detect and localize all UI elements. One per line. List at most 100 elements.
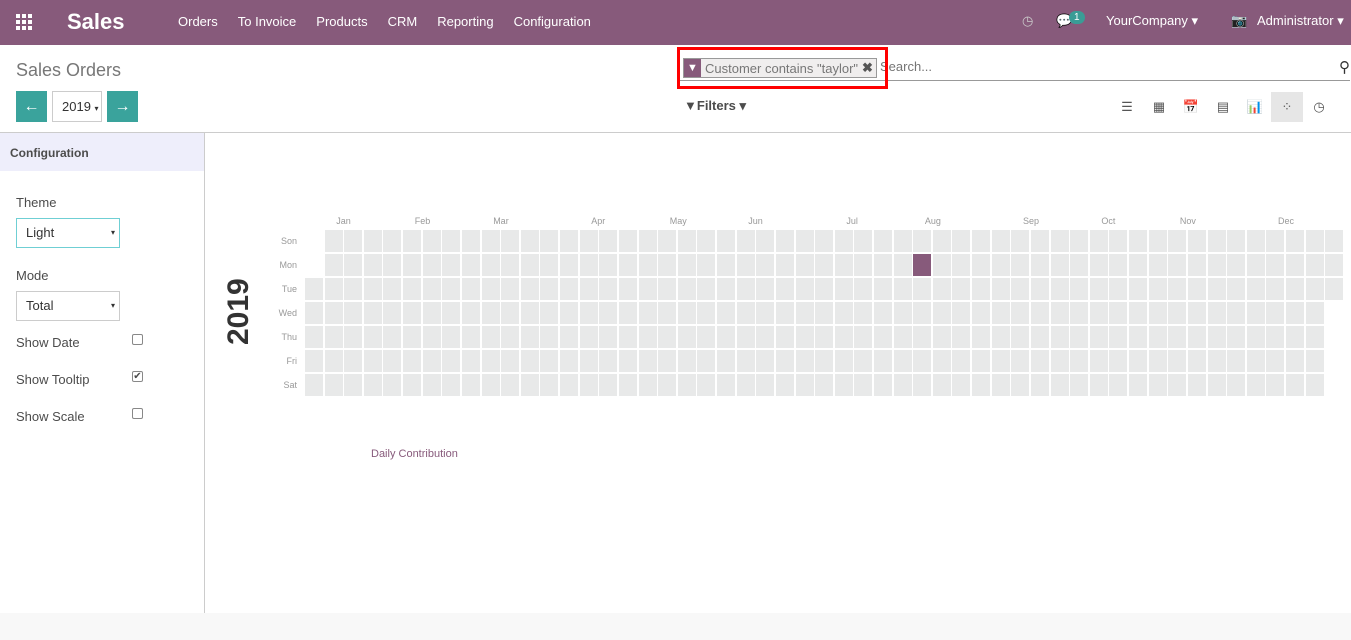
heatmap-cell[interactable] (1050, 254, 1069, 276)
heatmap-cell[interactable] (1011, 302, 1030, 324)
heatmap-cell[interactable] (540, 350, 559, 372)
heatmap-cell[interactable] (1168, 254, 1187, 276)
heatmap-cell[interactable] (560, 278, 579, 300)
heatmap-cell[interactable] (795, 302, 814, 324)
heatmap-cell[interactable] (1227, 302, 1246, 324)
heatmap-cell[interactable] (481, 302, 500, 324)
heatmap-cell[interactable] (1129, 326, 1148, 348)
heatmap-cell[interactable] (1168, 278, 1187, 300)
heatmap-cell[interactable] (363, 374, 382, 396)
heatmap-cell[interactable] (756, 254, 775, 276)
show-date-checkbox[interactable] (132, 334, 143, 345)
heatmap-cell[interactable] (815, 350, 834, 372)
heatmap-cell[interactable] (1207, 278, 1226, 300)
heatmap-cell[interactable] (422, 230, 441, 252)
heatmap-cell[interactable] (324, 302, 343, 324)
heatmap-cell[interactable] (618, 326, 637, 348)
heatmap-cell[interactable] (952, 278, 971, 300)
list-icon[interactable]: ☰ (1121, 99, 1133, 114)
heatmap-cell[interactable] (403, 374, 422, 396)
heatmap-cell[interactable] (1266, 326, 1285, 348)
heatmap-cell[interactable] (442, 254, 461, 276)
heatmap-cell[interactable] (442, 374, 461, 396)
heatmap-cell[interactable] (736, 254, 755, 276)
heatmap-cell[interactable] (305, 302, 323, 324)
heatmap-cell[interactable] (1227, 350, 1246, 372)
heatmap-cell[interactable] (756, 278, 775, 300)
heatmap-cell[interactable] (932, 326, 951, 348)
heatmap-cell[interactable] (834, 254, 853, 276)
heatmap-cell[interactable] (501, 278, 520, 300)
heatmap-cell[interactable] (893, 230, 912, 252)
heatmap-cell[interactable] (481, 230, 500, 252)
theme-select[interactable]: Light (16, 218, 120, 248)
heatmap-cell[interactable] (501, 230, 520, 252)
heatmap-cell[interactable] (717, 302, 736, 324)
heatmap-cell[interactable] (1325, 254, 1344, 276)
heatmap-cell[interactable] (991, 254, 1010, 276)
heatmap-cell[interactable] (560, 302, 579, 324)
heatmap-cell[interactable] (1148, 374, 1167, 396)
heatmap-cell[interactable] (1148, 350, 1167, 372)
heatmap-cell[interactable] (1325, 278, 1344, 300)
heatmap-cell[interactable] (815, 326, 834, 348)
heatmap-cell[interactable] (442, 326, 461, 348)
heatmap-cell[interactable] (736, 350, 755, 372)
heatmap-cell[interactable] (893, 374, 912, 396)
heatmap-cell[interactable] (461, 302, 480, 324)
heatmap-cell[interactable] (1109, 374, 1128, 396)
heatmap-cell[interactable] (638, 230, 657, 252)
heatmap-cell[interactable] (501, 350, 520, 372)
heatmap-cell[interactable] (1148, 230, 1167, 252)
heatmap-cell[interactable] (795, 350, 814, 372)
heatmap-cell[interactable] (697, 254, 716, 276)
heatmap-cell[interactable] (952, 230, 971, 252)
heatmap-cell[interactable] (305, 278, 323, 300)
heatmap-cell[interactable] (1089, 278, 1108, 300)
heatmap-cell[interactable] (1207, 326, 1226, 348)
heatmap-cell[interactable] (1187, 374, 1206, 396)
show-scale-checkbox[interactable] (132, 408, 143, 419)
heatmap-cell[interactable] (717, 254, 736, 276)
heatmap-cell[interactable] (815, 302, 834, 324)
heatmap-cell[interactable] (697, 350, 716, 372)
heatmap-cell[interactable] (913, 350, 932, 372)
heatmap-cell[interactable] (677, 302, 696, 324)
heatmap-cell[interactable] (1207, 302, 1226, 324)
heatmap-cell[interactable] (677, 326, 696, 348)
heatmap-cell[interactable] (1109, 278, 1128, 300)
heatmap-cell[interactable] (795, 254, 814, 276)
heatmap-cell[interactable] (1187, 278, 1206, 300)
heatmap-cell[interactable] (344, 302, 363, 324)
heatmap-cell[interactable] (579, 326, 598, 348)
heatmap-cell[interactable] (481, 350, 500, 372)
heatmap-cell[interactable] (638, 374, 657, 396)
heatmap-cell[interactable] (658, 302, 677, 324)
heatmap-cell[interactable] (305, 326, 323, 348)
heatmap-cell[interactable] (1266, 350, 1285, 372)
heatmap-cell[interactable] (1030, 374, 1049, 396)
heatmap-cell[interactable] (913, 230, 932, 252)
calendar-icon[interactable]: 📅 (1182, 99, 1200, 114)
heatmap-cell[interactable] (991, 374, 1010, 396)
heatmap-cell[interactable] (1266, 278, 1285, 300)
heatmap-cell[interactable] (618, 302, 637, 324)
heatmap-cell[interactable] (854, 374, 873, 396)
heatmap-cell[interactable] (403, 254, 422, 276)
heatmap-cell[interactable] (1089, 302, 1108, 324)
menu-crm[interactable]: CRM (387, 14, 418, 29)
heatmap-cell[interactable] (344, 230, 363, 252)
kanban-icon[interactable]: ▦ (1152, 99, 1166, 114)
heatmap-cell[interactable] (442, 302, 461, 324)
heatmap-cell[interactable] (1168, 230, 1187, 252)
heatmap-cell[interactable] (520, 230, 539, 252)
heatmap-cell[interactable] (893, 278, 912, 300)
heatmap-cell[interactable] (579, 230, 598, 252)
heatmap-cell[interactable] (873, 278, 892, 300)
heatmap-cell[interactable] (599, 302, 618, 324)
heatmap-cell[interactable] (540, 278, 559, 300)
heatmap-cell[interactable] (834, 350, 853, 372)
heatmap-cell[interactable] (344, 254, 363, 276)
heatmap-cell[interactable] (1129, 278, 1148, 300)
heatmap-cell[interactable] (520, 278, 539, 300)
